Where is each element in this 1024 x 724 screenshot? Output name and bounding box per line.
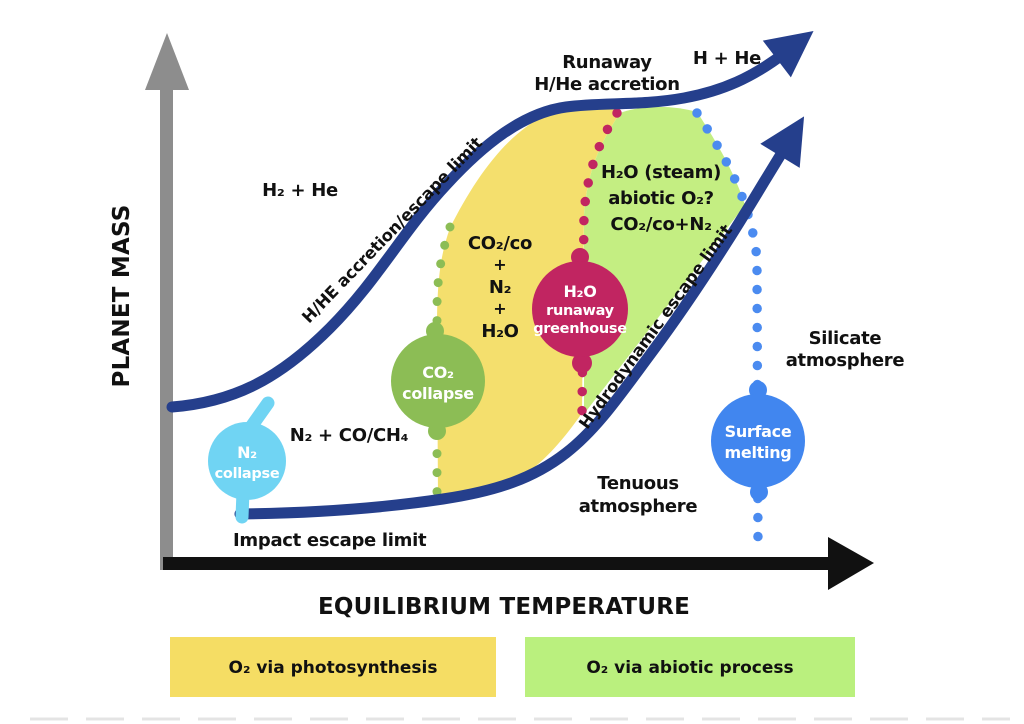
x-axis-arrowhead xyxy=(828,537,874,590)
n2-collapse-node: N₂ collapse xyxy=(208,422,286,500)
yellow-stack-line1: CO₂/co xyxy=(468,233,532,254)
runaway-accretion-label-line1: Runaway xyxy=(562,52,652,73)
n2-collapse-label-line1: N₂ xyxy=(237,443,257,462)
legend-photosynthesis-label: O₂ via photosynthesis xyxy=(229,658,438,678)
surface-melting-label-line1: Surface xyxy=(725,422,792,441)
surface-melting-dotted-line xyxy=(692,108,763,556)
yellow-stack-line3: N₂ xyxy=(489,277,511,298)
y-axis-line xyxy=(160,82,173,570)
abiotic-region xyxy=(584,106,745,414)
yellow-stack-line2: + xyxy=(493,255,506,274)
h2o-runaway-greenhouse-node: H₂O runaway greenhouse xyxy=(532,248,628,373)
tenuous-atmosphere-label-line2: atmosphere xyxy=(579,496,698,517)
silicate-atmosphere-label-line2: atmosphere xyxy=(786,350,905,371)
h2o-greenhouse-label-line1: H₂O xyxy=(563,282,596,301)
legend-abiotic-label: O₂ via abiotic process xyxy=(586,658,793,678)
legend-photosynthesis-swatch xyxy=(170,637,496,697)
yellow-stack-line5: H₂O xyxy=(481,321,518,342)
surface-melting-node: Surface melting xyxy=(711,381,805,501)
yellow-stack-line4: + xyxy=(493,299,506,318)
green-stack-line3: CO₂/co+N₂ xyxy=(610,214,711,235)
x-axis-title: EQUILIBRIUM TEMPERATURE xyxy=(318,594,690,620)
legend-abiotic-swatch xyxy=(525,637,855,697)
h2-he-label: H₂ + He xyxy=(262,180,338,201)
green-stack-line1: H₂O (steam) xyxy=(601,162,721,183)
surface-melting-label-line2: melting xyxy=(725,443,792,462)
co2-collapse-node: CO₂ collapse xyxy=(391,322,485,440)
n2-collapse-label-line2: collapse xyxy=(215,466,280,482)
hydrodynamic-escape-limit-curve xyxy=(234,116,805,520)
h2o-greenhouse-dotted-line xyxy=(577,108,622,418)
impact-escape-limit-label: Impact escape limit xyxy=(233,530,427,551)
green-stack-line2: abiotic O₂? xyxy=(608,188,714,209)
photosynthesis-region xyxy=(437,104,620,501)
silicate-atmosphere-label-line1: Silicate xyxy=(809,328,882,349)
x-axis-line xyxy=(163,557,830,570)
tenuous-atmosphere-label-line1: Tenuous xyxy=(597,473,679,494)
runaway-accretion-label-line2: H/He accretion xyxy=(534,74,680,95)
hhe-accretion-escape-limit-curve xyxy=(166,30,814,413)
abiotic-region-composition: H₂O (steam) abiotic O₂? CO₂/co+N₂ xyxy=(601,162,721,235)
y-axis-arrowhead xyxy=(145,33,189,90)
co2-collapse-label-line2: collapse xyxy=(402,384,474,403)
n2-co-ch4-label: N₂ + CO/CH₄ xyxy=(290,425,409,446)
photosynthesis-region-composition: CO₂/co + N₂ + H₂O xyxy=(468,233,533,342)
h-he-label: H + He xyxy=(693,48,761,69)
y-axis-title: PLANET MASS xyxy=(109,205,135,388)
h2o-greenhouse-label-line3: greenhouse xyxy=(533,321,627,337)
legend: O₂ via photosynthesis O₂ via abiotic pro… xyxy=(170,637,855,697)
h2o-greenhouse-label-line2: runaway xyxy=(546,303,615,319)
co2-collapse-label-line1: CO₂ xyxy=(422,363,454,382)
